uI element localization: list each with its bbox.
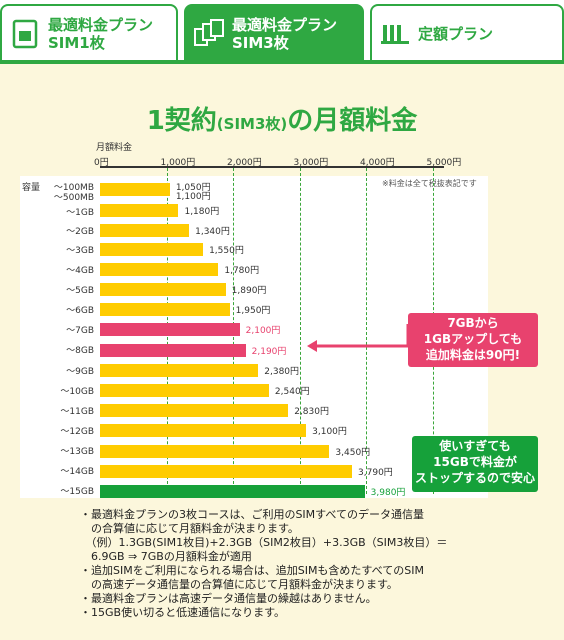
bar [100, 404, 289, 417]
x-axis-title: 月額料金 [96, 143, 133, 153]
bar [100, 445, 330, 458]
footnote-line: の合算値に応じて月額料金が決まります。 [80, 522, 299, 535]
data-label: 3,980円 [370, 488, 406, 498]
y-tick-label: ～12GB [60, 427, 94, 437]
data-label: 3,450円 [335, 448, 371, 458]
y-tick-label: ～10GB [60, 387, 94, 397]
bar [100, 465, 353, 478]
footnote-line: ・15GB使い切ると低速通信になります。 [80, 606, 285, 619]
data-label: 1,180円 [184, 207, 220, 217]
bar [100, 384, 269, 397]
tab-label-line1: 最適料金プラン [232, 16, 338, 34]
footnotes: ・最適料金プランの3枚コースは、ご利用のSIMすべてのデータ通信量 の合算値に応… [80, 508, 447, 620]
y-tick-label: ～4GB [66, 266, 94, 276]
y-tick-label: ～11GB [60, 407, 94, 417]
data-label: 2,830円 [294, 407, 329, 417]
footnote-line: ・最適料金プランの3枚コースは、ご利用のSIMすべてのデータ通信量 [80, 508, 424, 521]
y-tick-label: ～5GB [66, 286, 94, 296]
bar [100, 424, 307, 437]
gridline [299, 168, 301, 494]
data-label: 1,100円 [175, 192, 211, 202]
x-tick-label: 0円 [94, 158, 109, 168]
y-tick-label: ～100MB [53, 183, 94, 193]
y-tick-label: ～6GB [66, 306, 94, 316]
data-label: 1,340円 [195, 227, 230, 237]
bar [100, 283, 226, 296]
y-tick-label: ～500MB [53, 193, 94, 203]
bar [100, 263, 219, 276]
tax-note: ※料金は全て税抜表記です [382, 179, 477, 188]
y-tick-label: ～8GB [66, 346, 94, 356]
tab-flat-plan[interactable]: 定額プラン [370, 4, 564, 62]
footnote-line: 6.9GB ⇒ 7GBの月額料金が適用 [80, 550, 252, 563]
x-tick-label: 3,000円 [293, 158, 329, 168]
bar [100, 243, 204, 256]
data-label: 1,780円 [224, 266, 260, 276]
tab-label-line1: 最適料金プラン [48, 16, 154, 34]
bar [100, 204, 179, 217]
footnote-line: の高速データ通信量の合算値に応じて月額料金が決まります。 [80, 578, 398, 591]
bar [100, 485, 365, 498]
x-tick-label: 4,000円 [360, 158, 395, 168]
x-tick-label: 1,000円 [160, 158, 196, 168]
bar [100, 224, 190, 237]
callout-7gb-note: 7GBから 1GBアップしても 追加料金は90円! [408, 313, 538, 367]
y-tick-label: ～7GB [66, 326, 94, 336]
y-tick-label: ～3GB [66, 246, 94, 256]
tab-label-line2: SIM3枚 [232, 34, 289, 52]
bar [100, 364, 259, 377]
callout-15gb-note: 使いすぎても 15GBで料金が ストップするので安心 [412, 436, 538, 492]
tab-label-line1: 定額プラン [418, 25, 494, 43]
tab-optimal-sim1[interactable]: 最適料金プラン SIM1枚 [0, 4, 178, 62]
data-label: 2,190円 [251, 347, 287, 357]
data-label: 1,890円 [231, 286, 267, 296]
sim-single-icon [12, 19, 38, 49]
tab-underline [0, 60, 564, 64]
flat-plan-icon [381, 25, 409, 44]
bar [100, 323, 240, 336]
data-label: 1,550円 [209, 246, 244, 256]
x-axis-line [100, 166, 444, 168]
y-tick-label: ～13GB [60, 447, 94, 457]
gridline [366, 168, 367, 494]
y-tick-label: ～14GB [60, 467, 94, 477]
capacity-label: 容量 [22, 183, 41, 193]
bar [100, 183, 170, 196]
tab-label-line2: SIM1枚 [48, 34, 105, 52]
footnote-line: ・最適料金プランは高速データ通信量の繰越はありません。 [80, 592, 377, 605]
sim-triple-icon [194, 19, 224, 46]
footnote-line: （例）1.3GB(SIM1枚目)+2.3GB（SIM2枚目）+3.3GB（SIM… [80, 536, 448, 549]
data-label: 1,050円 [175, 183, 211, 193]
y-tick-label: ～1GB [66, 208, 94, 218]
bar [100, 344, 246, 357]
data-label: 2,380円 [264, 367, 300, 377]
callout-arrow [307, 324, 410, 352]
footnote-line: ・追加SIMをご利用になられる場合は、追加SIMも含めたすべてのSIM [80, 564, 424, 577]
data-label: 1,950円 [235, 306, 271, 316]
bar [100, 303, 230, 316]
page-title: 1契約(SIM3枚)の月額料金 [146, 106, 418, 136]
data-label: 3,790円 [358, 468, 393, 478]
tab-optimal-sim3[interactable]: 最適料金プラン SIM3枚 [184, 4, 364, 62]
x-tick-label: 2,000円 [227, 158, 262, 168]
y-tick-label: ～15GB [60, 487, 94, 497]
y-tick-label: ～9GB [66, 367, 94, 377]
x-tick-label: 5,000円 [426, 158, 462, 168]
data-label: 2,100円 [245, 326, 281, 336]
data-label: 3,100円 [312, 427, 347, 437]
data-label: 2,540円 [274, 387, 310, 397]
y-tick-label: ～2GB [66, 227, 94, 237]
plan-tabs: 最適料金プラン SIM1枚 最適料金プラン SIM3枚 定額プラン [0, 0, 564, 64]
